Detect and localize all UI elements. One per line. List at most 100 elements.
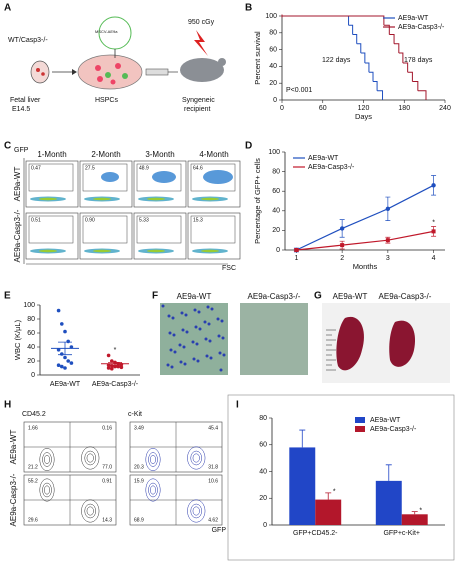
cell [184,313,188,317]
quadrant-value: 15.9 [134,478,144,484]
survival-step [377,90,384,100]
cell [197,310,201,314]
contour [190,450,202,466]
legend-label: AE9a-WT [308,155,339,162]
x-tick-label: GFP+CD45.2- [293,530,338,537]
line [296,184,434,251]
schematic-label: HSPCs [95,97,118,104]
quadrant-value: 1.66 [28,425,38,431]
point [431,229,436,234]
survival-step [282,15,385,26]
panel-label: F [152,291,158,302]
significance: * [432,219,435,226]
contour [86,506,94,516]
y-tick-label: 60 [269,46,277,53]
dot [60,364,64,369]
y-tick-label: 80 [269,30,277,37]
x-tick-label: GFP+c-Kit+ [383,530,420,537]
bar [315,499,342,525]
column-label: AE9a-Casp3-/- [379,292,432,301]
legend-label: AE9a-WT [370,417,401,424]
dot [106,353,111,358]
dot [69,361,74,365]
population [101,172,119,182]
x-tick-label: 180 [398,105,410,112]
quadrant-value: 4.62 [208,517,218,523]
cell [203,320,207,324]
contour [42,482,52,498]
survival-step [417,90,427,100]
quadrant-value: 77.0 [102,464,112,470]
row-label: AE9a-Casp3-/- [13,209,22,262]
dot [63,355,67,360]
schematic-label: recipient [184,106,211,113]
legend-label: AE9a-WT [398,15,429,22]
cell [192,357,196,361]
cell [222,353,226,357]
annotation: 122 days [322,57,351,64]
quadrant-value: 0.91 [102,478,112,484]
row-label: AE9a-WT [9,430,18,465]
cell [198,327,202,331]
y-tick-label: 60 [272,188,280,195]
y-axis-label: Percentage of GFP+ cells [253,158,262,244]
cell [167,314,171,318]
x-tick-label: 1 [294,255,298,262]
x-tick-label: 60 [319,105,327,112]
y-tick-label: 20 [259,495,267,502]
gate-value: 15.3 [193,217,203,223]
y-tick-label: 0 [273,97,277,104]
cell [193,308,197,312]
survival-step [356,43,362,53]
column-label: 4-Month [199,150,228,159]
cell [207,322,211,326]
panel-label: A [4,3,11,14]
schematic [30,16,226,90]
gate [190,215,236,244]
y-tick-label: 40 [259,468,267,475]
contour [39,448,55,471]
population-core [93,249,111,253]
point [385,238,390,243]
gate [190,163,236,192]
column-label: AE9a-Casp3-/- [248,292,301,301]
y-tick-label: 20 [272,227,280,234]
error-bar [325,492,332,500]
population [152,171,176,183]
legend-swatch [355,426,365,432]
quadrant-value: 21.2 [28,464,38,470]
dot [116,364,120,369]
x-tick-label: 3 [386,255,390,262]
cell [205,354,209,358]
point [340,243,345,248]
survival-step [360,52,366,64]
column-label: 1-Month [37,150,66,159]
row-label: AE9a-Casp3-/- [9,473,18,526]
y-tick-label: 60 [27,330,35,337]
panel-label: G [314,291,322,302]
error-bar [411,511,418,515]
y-tick-label: 80 [272,168,280,175]
cell [173,350,177,354]
quadrant-value: 20.3 [134,464,144,470]
schematic-label: Fetal liver [10,97,41,104]
legend-label: AE9a-Casp3-/- [398,24,445,31]
column-label: AE9a-WT [177,292,212,301]
dot [119,365,124,370]
gate-value: 5.33 [139,217,149,223]
contour [187,446,206,470]
contour [187,499,206,523]
cell [208,339,212,343]
cell [210,307,214,311]
column-label: AE9a-WT [333,292,368,301]
column-label: 2-Month [91,150,120,159]
cell [178,343,182,347]
contour [145,448,161,471]
gate [82,215,128,244]
gate [28,215,74,244]
cell [169,348,173,352]
cell [219,368,223,372]
panel-frame [227,394,455,561]
gate [136,163,182,192]
contour [81,446,100,470]
